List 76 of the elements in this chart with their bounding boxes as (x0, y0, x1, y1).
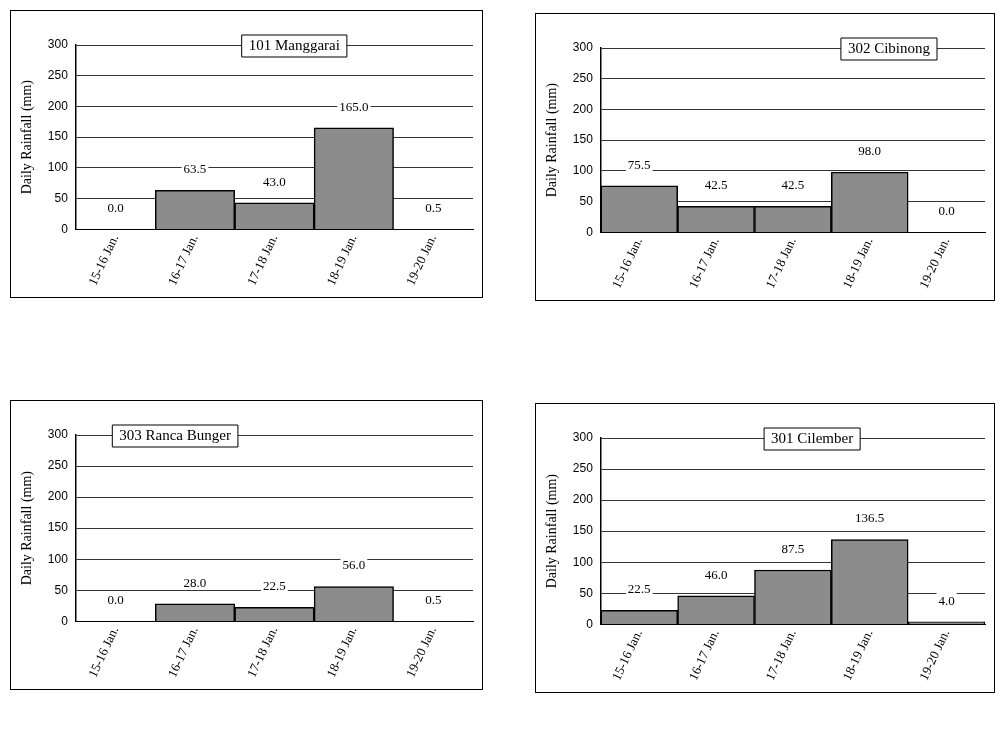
chart-title: 301 Cilember (771, 429, 854, 446)
y-tick-label: 50 (579, 193, 594, 208)
x-tick-label: 17-18 Jan. (762, 234, 799, 291)
data-label: 56.0 (342, 557, 366, 573)
data-label: 43.0 (263, 173, 286, 189)
y-tick-label: 100 (47, 551, 69, 566)
data-label: 87.5 (781, 540, 805, 556)
data-label: 0.0 (107, 592, 124, 608)
data-label: 4.0 (938, 592, 955, 608)
y-tick-label: 300 (47, 427, 69, 442)
x-tick-label: 18-19 Jan. (323, 231, 360, 288)
y-tick-label: 150 (572, 523, 594, 538)
data-label: 136.5 (855, 510, 885, 526)
data-label: 75.5 (627, 156, 651, 172)
y-tick-label: 50 (579, 585, 594, 600)
data-label: 46.0 (704, 566, 728, 582)
data-label: 165.0 (339, 98, 369, 114)
y-tick-label: 150 (47, 520, 69, 535)
y-tick-label: 200 (47, 489, 69, 504)
data-label: 42.5 (781, 177, 805, 193)
y-axis-title: Daily Rainfall (mm) (19, 79, 36, 195)
y-tick-label: 100 (47, 160, 69, 175)
y-tick-label: 300 (572, 430, 594, 445)
data-label: 0.5 (425, 199, 442, 215)
y-tick-label: 150 (572, 132, 594, 147)
y-tick-label: 250 (572, 71, 594, 86)
y-tick-label: 100 (572, 554, 594, 569)
y-tick-label: 0 (586, 616, 594, 631)
y-tick-label: 250 (47, 68, 69, 83)
x-tick-label: 15-16 Jan. (608, 626, 646, 683)
x-tick-label: 18-19 Jan. (839, 626, 876, 683)
x-tick-label: 16-17 Jan. (685, 234, 722, 291)
y-tick-label: 0 (61, 221, 69, 236)
data-label: 0.5 (425, 591, 442, 607)
x-tick-label: 19-20 Jan. (402, 231, 440, 288)
x-tick-label: 18-19 Jan. (839, 234, 876, 291)
data-label: 22.5 (263, 578, 286, 594)
x-tick-label: 15-16 Jan. (84, 623, 122, 680)
chart-title: 101 Manggarai (248, 36, 340, 53)
data-label: 22.5 (627, 581, 651, 597)
y-tick-label: 150 (47, 129, 69, 144)
y-tick-label: 0 (61, 613, 69, 628)
x-tick-label: 17-18 Jan. (762, 626, 799, 683)
y-axis-title: Daily Rainfall (mm) (544, 82, 561, 198)
data-label: 98.0 (858, 143, 882, 159)
chart-title: 302 Cibinong (847, 39, 931, 56)
data-label: 63.5 (183, 161, 207, 177)
x-tick-label: 16-17 Jan. (164, 623, 201, 680)
x-tick-label: 17-18 Jan. (243, 623, 281, 680)
data-label: 0.0 (938, 203, 955, 219)
y-axis-title: Daily Rainfall (mm) (544, 473, 561, 589)
y-tick-label: 200 (572, 492, 594, 507)
x-tick-label: 15-16 Jan. (608, 234, 646, 291)
y-tick-label: 300 (572, 40, 594, 55)
x-tick-label: 17-18 Jan. (243, 231, 281, 288)
data-label: 42.5 (704, 177, 728, 193)
y-tick-label: 100 (572, 163, 594, 178)
y-axis-title: Daily Rainfall (mm) (19, 470, 36, 586)
x-tick-label: 18-19 Jan. (323, 623, 360, 680)
y-tick-label: 250 (47, 458, 69, 473)
y-tick-label: 250 (572, 461, 594, 476)
y-tick-label: 300 (47, 37, 69, 52)
y-tick-label: 200 (47, 98, 69, 113)
y-tick-label: 0 (586, 224, 594, 239)
x-tick-label: 19-20 Jan. (915, 234, 953, 291)
x-tick-label: 16-17 Jan. (685, 626, 722, 683)
data-label: 28.0 (183, 574, 207, 590)
x-tick-label: 19-20 Jan. (915, 626, 953, 683)
x-tick-label: 15-16 Jan. (84, 231, 122, 288)
x-tick-label: 19-20 Jan. (402, 623, 440, 680)
chart-title: 303 Ranca Bunger (119, 426, 231, 443)
x-tick-label: 16-17 Jan. (164, 231, 201, 288)
y-tick-label: 50 (54, 190, 69, 205)
data-label: 0.0 (107, 200, 124, 216)
y-tick-label: 200 (572, 101, 594, 116)
y-tick-label: 50 (54, 582, 69, 597)
